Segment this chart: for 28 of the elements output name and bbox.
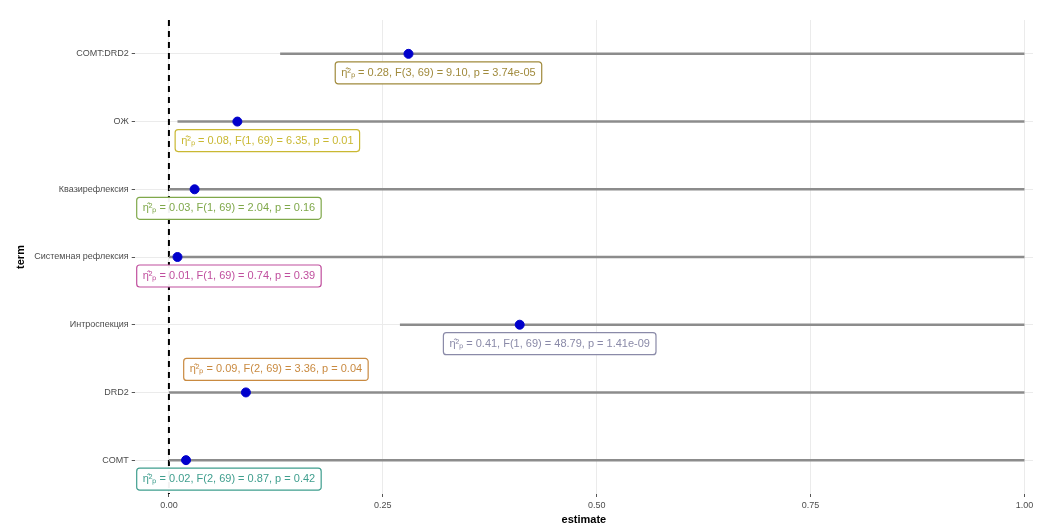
- point: [172, 252, 183, 262]
- y-tick-label: COMT:DRD2: [76, 48, 129, 59]
- point: [181, 455, 192, 466]
- annotation: η̂²ₚ = 0.01, F(1, 69) = 0.74, p = 0.39: [142, 269, 316, 283]
- annotation: η̂²ₚ = 0.08, F(1, 69) = 6.35, p = 0.01: [181, 133, 354, 147]
- point: [240, 387, 251, 398]
- x-tick-label: 0.00: [160, 499, 178, 510]
- x-axis-title: estimate: [561, 513, 607, 526]
- point: [514, 319, 525, 330]
- y-tick-label: Интроспекция: [69, 319, 129, 330]
- y-axis-title: term: [13, 244, 26, 269]
- point: [189, 184, 200, 195]
- y-tick-label: COMT: [102, 454, 130, 465]
- y-tick-label: Квазирефлексия: [58, 183, 129, 194]
- annotation: η̂²ₚ = 0.09, F(2, 69) = 3.36, p = 0.04: [189, 362, 363, 376]
- x-tick-label: 0.75: [801, 499, 820, 510]
- annotation: η̂²ₚ = 0.03, F(1, 69) = 2.04, p = 0.16: [142, 201, 316, 215]
- annotation: η̂²ₚ = 0.02, F(2, 69) = 0.87, p = 0.42: [142, 472, 316, 486]
- point: [232, 116, 243, 127]
- x-tick-label: 1.00: [1015, 499, 1034, 510]
- y-tick-label: DRD2: [104, 386, 129, 397]
- x-tick-label: 0.50: [587, 499, 606, 510]
- annotation: η̂²ₚ = 0.41, F(1, 69) = 48.79, p = 1.41e-09: [449, 336, 650, 350]
- point: [403, 48, 414, 59]
- y-tick-label: ОЖ: [113, 116, 130, 127]
- annotation: η̂²ₚ = 0.28, F(3, 69) = 9.10, p = 3.74e-05: [341, 65, 536, 79]
- y-tick-label: Системная рефлексия: [34, 251, 129, 262]
- x-tick-label: 0.25: [374, 499, 392, 510]
